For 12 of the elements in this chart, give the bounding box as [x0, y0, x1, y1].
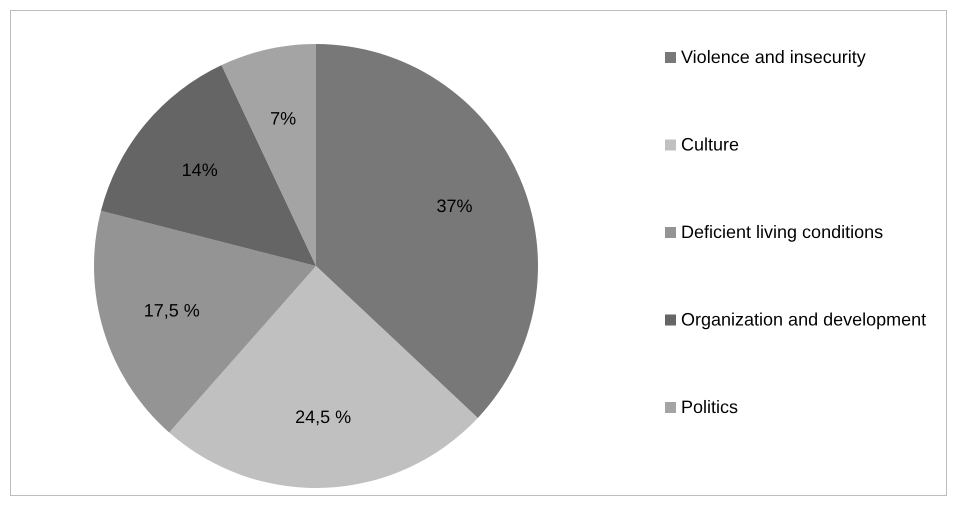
- data-label: 7%: [270, 108, 296, 129]
- legend-label: Organization and development: [681, 310, 926, 330]
- data-label: 14%: [182, 160, 218, 180]
- legend-label: Deficient living conditions: [681, 222, 884, 242]
- legend-label: Violence and insecurity: [681, 47, 866, 67]
- pie-slice: [221, 44, 316, 266]
- pie-slice: [100, 65, 316, 266]
- data-label: 37%: [436, 196, 473, 216]
- legend-label: Culture: [681, 134, 740, 154]
- data-label: 17,5 %: [144, 300, 200, 320]
- data-label: 24,5 %: [295, 406, 352, 427]
- legend-label: Politics: [681, 397, 738, 417]
